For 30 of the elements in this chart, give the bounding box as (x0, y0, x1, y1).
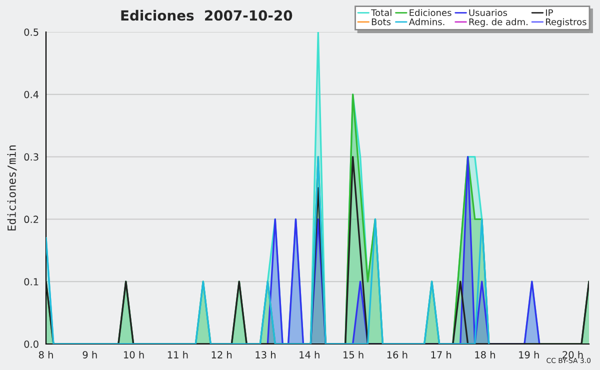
legend-label: Usuarios (469, 9, 508, 16)
x-tick-label: 14 h (300, 350, 320, 358)
legend-label: Total (371, 9, 392, 16)
x-tick-label: 8 h (38, 350, 53, 358)
x-tick-label: 12 h (212, 350, 232, 358)
y-tick-label: 0.4 (24, 90, 39, 98)
x-tick-label: 15 h (344, 350, 364, 358)
legend-label: Ediciones (410, 9, 452, 16)
y-tick-label: 0.5 (24, 28, 38, 36)
y-tick-label: 0.1 (24, 278, 38, 286)
x-tick-label: 13 h (256, 350, 276, 358)
legend-label: Admins. (408, 18, 444, 26)
x-tick-label: 20 h (562, 350, 583, 358)
legend-label: Registros (546, 18, 586, 27)
y-tick-label: 0.3 (24, 153, 38, 161)
line-series (46, 156, 490, 344)
x-tick-label: 17 h (431, 350, 452, 358)
x-tick-label: 18 h (475, 350, 495, 358)
x-tick-label: 16 h (387, 350, 408, 358)
x-tick-label: 19 h (519, 350, 539, 358)
y-axis-title: Ediciones/min (7, 146, 17, 230)
legend-label: IP (546, 9, 553, 16)
y-tick-label: 0.0 (24, 340, 38, 348)
chart-title: Ediciones 2007-10-20 (121, 10, 292, 21)
y-tick-label: 0.2 (24, 216, 38, 224)
legend-label: Reg. de adm. (469, 18, 528, 27)
x-tick-label: 10 h (124, 350, 144, 358)
x-tick-label: 11 h (168, 350, 188, 358)
x-tick-label: 9 h (82, 350, 97, 358)
legend-label: Bots (372, 18, 391, 26)
